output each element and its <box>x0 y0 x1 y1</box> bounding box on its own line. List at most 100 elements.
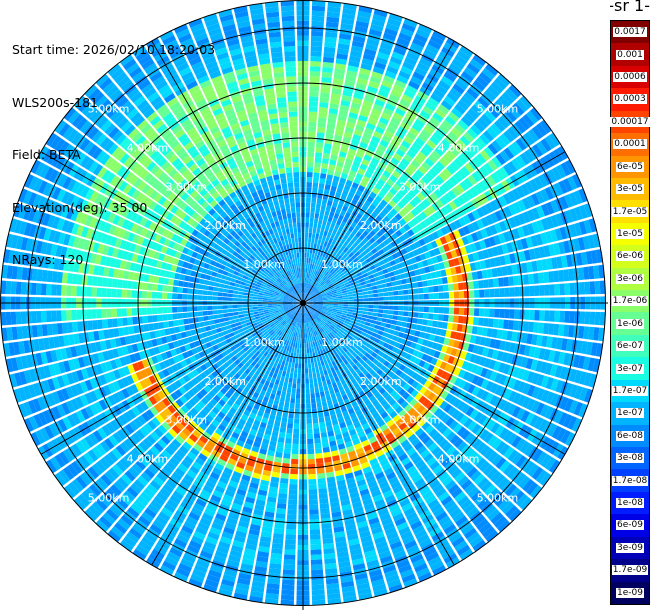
range-gate <box>511 405 521 418</box>
range-gate <box>244 368 251 375</box>
range-gate <box>230 369 237 376</box>
range-gate <box>501 330 508 340</box>
range-gate <box>325 578 339 585</box>
range-gate <box>298 317 301 323</box>
range-gate <box>420 274 427 281</box>
range-gate <box>310 554 323 561</box>
range-gate <box>243 346 250 352</box>
range-gate <box>271 471 280 478</box>
range-gate <box>326 200 333 207</box>
range-gate <box>280 375 286 382</box>
range-gate <box>430 357 438 366</box>
range-gate <box>179 395 188 405</box>
range-gate <box>424 251 432 259</box>
range-gate <box>391 51 405 61</box>
range-gate <box>228 554 241 563</box>
range-gate <box>523 443 535 457</box>
range-gate <box>318 255 323 262</box>
range-gate <box>342 310 348 314</box>
range-gate <box>305 317 308 323</box>
range-gate <box>551 425 562 440</box>
range-gate <box>280 354 285 360</box>
range-gate <box>448 62 462 74</box>
range-gate <box>294 413 300 419</box>
range-gate <box>405 259 413 266</box>
range-gate <box>194 353 201 361</box>
range-gate <box>435 160 446 171</box>
range-gate <box>383 305 389 310</box>
range-gate <box>436 277 443 285</box>
range-gate <box>373 297 379 301</box>
range-gate <box>599 312 606 326</box>
range-gate <box>217 411 226 420</box>
range-gate <box>366 195 374 203</box>
range-gate <box>364 171 373 179</box>
range-gate <box>328 491 339 498</box>
range-gate <box>311 320 315 326</box>
range-gate <box>327 216 333 223</box>
range-gate <box>320 375 326 382</box>
range-gate <box>267 365 273 372</box>
range-gate <box>470 490 483 502</box>
range-gate <box>327 6 341 13</box>
range-gate <box>307 305 312 310</box>
range-gate <box>312 314 317 319</box>
range-gate <box>186 349 194 357</box>
range-gate <box>121 377 130 387</box>
range-gate <box>428 313 434 320</box>
range-gate <box>456 426 467 437</box>
range-gate <box>298 307 302 313</box>
range-gate <box>394 489 406 499</box>
range-gate <box>394 257 401 265</box>
range-gate <box>379 326 386 332</box>
range-gate <box>321 354 326 360</box>
range-gate <box>432 212 441 221</box>
range-gate <box>478 317 484 326</box>
range-gate <box>377 407 386 415</box>
range-gate <box>363 298 369 302</box>
range-gate <box>375 245 382 252</box>
range-gate <box>199 550 213 560</box>
range-gate <box>312 599 326 606</box>
range-gate <box>550 378 559 392</box>
range-gate <box>305 322 308 328</box>
range-gate <box>483 504 497 517</box>
range-gate <box>523 274 530 285</box>
range-gate <box>273 533 284 540</box>
range-gate <box>511 435 522 448</box>
range-gate <box>277 316 283 321</box>
range-gate <box>529 178 540 192</box>
range-gate <box>397 285 403 291</box>
range-gate <box>236 488 247 497</box>
range-gate <box>325 568 338 575</box>
range-gate <box>428 382 436 391</box>
range-gate <box>377 476 387 485</box>
range-gate <box>77 493 91 507</box>
range-gate <box>373 308 379 313</box>
range-gate <box>369 323 376 328</box>
range-gate <box>205 536 218 546</box>
range-gate <box>472 156 483 168</box>
range-gate <box>574 370 583 384</box>
range-gate <box>355 189 363 197</box>
range-gate <box>283 315 288 320</box>
range-gate <box>408 516 420 526</box>
range-gate <box>317 306 323 309</box>
range-gate <box>421 435 431 445</box>
range-gate <box>380 112 392 121</box>
range-gate <box>393 290 399 296</box>
range-gate <box>385 338 392 344</box>
range-gate <box>321 332 326 338</box>
range-gate <box>407 407 416 416</box>
range-gate <box>295 322 299 328</box>
range-gate <box>466 466 478 478</box>
range-gate <box>577 237 586 251</box>
range-gate <box>215 383 223 391</box>
range-gate <box>422 319 428 326</box>
range-gate <box>515 138 527 151</box>
range-gate <box>362 369 369 376</box>
range-gate <box>110 419 120 431</box>
range-gate <box>298 363 302 369</box>
range-gate <box>350 138 360 146</box>
range-gate <box>348 428 357 436</box>
